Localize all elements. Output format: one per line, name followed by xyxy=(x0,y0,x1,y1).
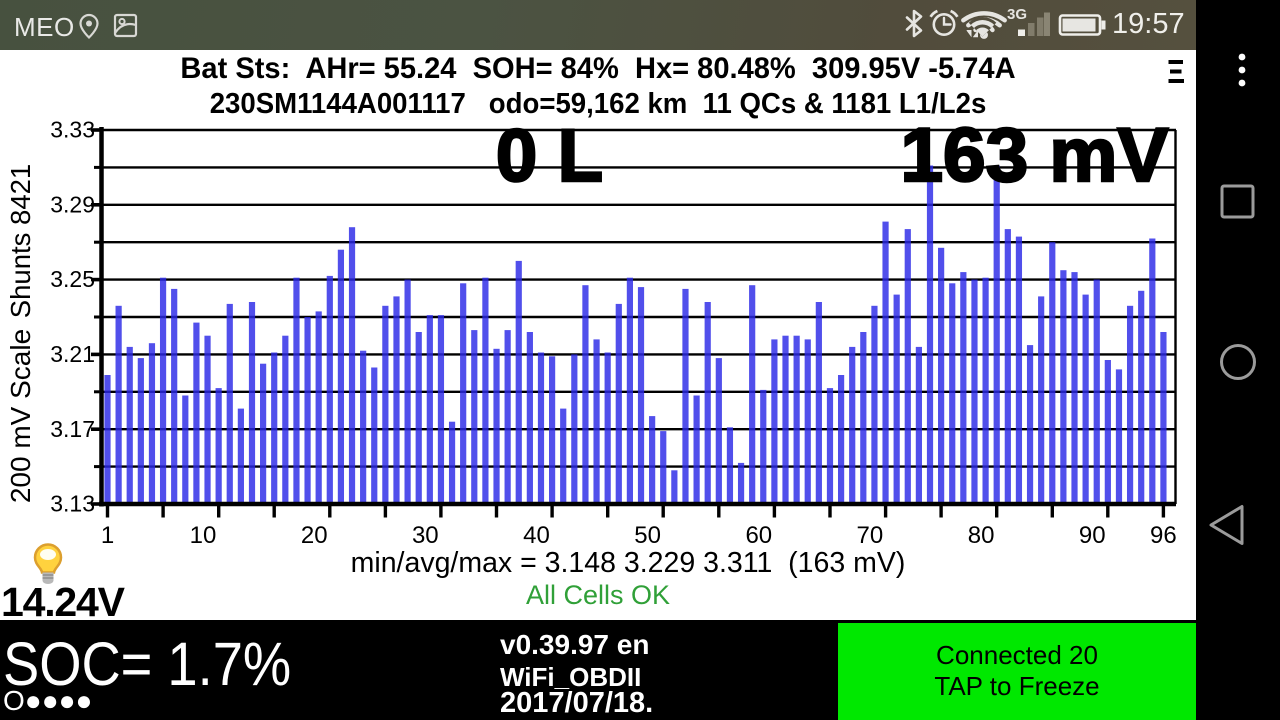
svg-text:3.33: 3.33 xyxy=(50,117,95,143)
svg-text:200 mV Scale: 200 mV Scale xyxy=(5,329,36,503)
svg-text:90: 90 xyxy=(1079,522,1106,549)
svg-text:40: 40 xyxy=(523,522,550,549)
svg-text:20: 20 xyxy=(301,522,328,549)
svg-text:96: 96 xyxy=(1150,522,1177,549)
svg-text:60: 60 xyxy=(745,522,772,549)
svg-text:3.17: 3.17 xyxy=(50,416,95,442)
svg-text:Shunts 8421: Shunts 8421 xyxy=(5,164,36,318)
svg-text:30: 30 xyxy=(412,522,439,549)
svg-text:3.13: 3.13 xyxy=(50,491,95,517)
svg-text:1: 1 xyxy=(101,522,114,549)
svg-text:3.21: 3.21 xyxy=(50,341,95,367)
svg-text:3.25: 3.25 xyxy=(50,266,95,292)
svg-text:10: 10 xyxy=(190,522,217,549)
svg-text:50: 50 xyxy=(634,522,661,549)
svg-text:70: 70 xyxy=(857,522,884,549)
svg-text:163 mV: 163 mV xyxy=(901,113,1169,198)
svg-text:0 L: 0 L xyxy=(496,114,603,197)
svg-text:80: 80 xyxy=(968,522,995,549)
svg-text:3.29: 3.29 xyxy=(50,191,95,217)
